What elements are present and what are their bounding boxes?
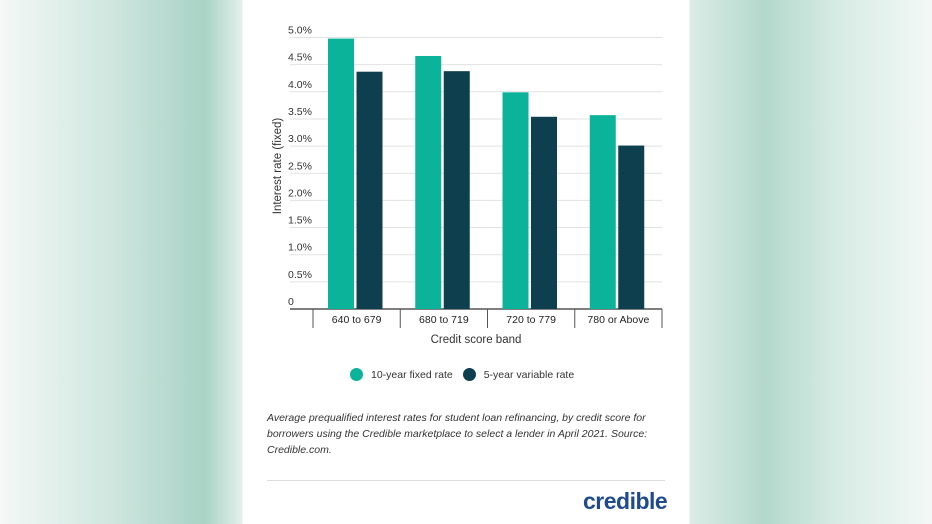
chart-caption: Average prequalified interest rates for … — [267, 412, 648, 456]
bar-variable — [443, 71, 470, 309]
y-tick-label: 1.0% — [288, 242, 312, 254]
bar-variable — [356, 71, 383, 309]
bar-fixed — [328, 38, 354, 309]
y-tick-label: 0.5% — [288, 269, 312, 281]
legend-label-fixed: 10-year fixed rate — [371, 368, 453, 381]
y-tick-label: 2.5% — [288, 160, 312, 172]
y-tick-label: 3.5% — [288, 106, 312, 118]
y-tick-label: 4.5% — [288, 52, 312, 64]
y-axis-title: Interest rate (fixed) — [272, 118, 284, 215]
y-tick-label: 0 — [288, 296, 294, 308]
x-axis-title: Credit score band — [431, 334, 522, 346]
y-tick-label: 5.0% — [288, 25, 312, 37]
bar-fixed — [589, 115, 616, 309]
legend-swatch-variable — [462, 368, 476, 381]
y-tick-label: 3.0% — [288, 133, 312, 145]
x-tick-label: 680 to 719 — [419, 314, 469, 326]
y-tick-label: 1.5% — [288, 215, 312, 227]
x-tick-label: 780 or Above — [587, 314, 649, 326]
x-tick-label: 720 to 779 — [506, 314, 556, 326]
y-tick-label: 4.0% — [288, 79, 312, 91]
legend: 10-year fixed rate 5-year variable rate — [350, 368, 574, 381]
credible-logo: credible — [583, 488, 668, 514]
bar-chart: 0 0.5% 1.0% 1.5% 2.0% 2.5% 3.0% 3.5% 4.0% 4.5% 5.0… — [272, 25, 663, 346]
legend-swatch-fixed — [350, 368, 363, 381]
divider — [267, 480, 665, 481]
legend-label-variable: 5-year variable rate — [483, 368, 575, 381]
bar-fixed — [415, 55, 442, 309]
bar-variable — [531, 116, 557, 309]
y-tick-label: 2.0% — [288, 187, 312, 199]
bar-variable — [618, 145, 645, 309]
bar-fixed — [502, 92, 529, 309]
x-tick-label: 640 to 679 — [332, 314, 382, 326]
